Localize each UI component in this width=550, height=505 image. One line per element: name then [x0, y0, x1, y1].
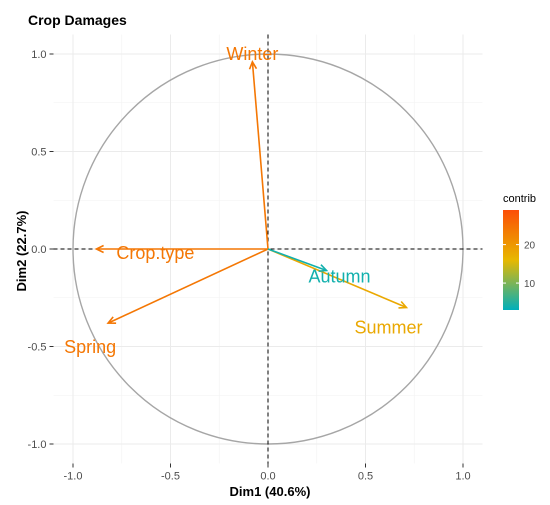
- x-tick-label: 1.0: [455, 471, 470, 483]
- y-tick-label: 0.0: [31, 244, 46, 256]
- contrib-legend: contrib 10 20: [503, 193, 536, 310]
- label-crop-type: Crop.type: [116, 243, 194, 263]
- variable-labels: Winter Crop.type Spring Summer Autumn: [64, 44, 422, 357]
- x-tick-label: -1.0: [64, 471, 83, 483]
- y-tick-label: 0.5: [31, 147, 46, 159]
- arrow-winter: [248, 59, 269, 250]
- legend-tick-label: 10: [524, 279, 536, 290]
- x-tick-label: -0.5: [161, 471, 180, 483]
- y-tick-label: 1.0: [31, 49, 46, 61]
- y-tick-label: -1.0: [28, 439, 47, 451]
- variable-arrows: [94, 59, 409, 325]
- y-axis-ticks: -1.0 -0.5 0.0 0.5 1.0: [28, 49, 54, 451]
- legend-title: contrib: [503, 193, 536, 205]
- legend-colorbar: [503, 210, 519, 310]
- x-tick-label: 0.0: [260, 471, 275, 483]
- arrow-spring: [106, 248, 269, 325]
- label-winter: Winter: [226, 44, 278, 64]
- chart-title: Crop Damages: [28, 12, 127, 28]
- x-axis-ticks: -1.0 -0.5 0.0 0.5 1.0: [64, 463, 471, 483]
- y-axis-title: Dim2 (22.7%): [14, 211, 29, 292]
- arrow-summer: [267, 248, 409, 309]
- label-summer: Summer: [354, 318, 422, 338]
- label-autumn: Autumn: [309, 266, 371, 286]
- label-spring: Spring: [64, 337, 116, 357]
- arrow-autumn: [267, 248, 329, 273]
- arrow-crop-type: [94, 244, 268, 254]
- y-tick-label: -0.5: [28, 342, 47, 354]
- x-axis-title: Dim1 (40.6%): [230, 484, 311, 499]
- legend-tick-label: 20: [524, 241, 536, 252]
- x-tick-label: 0.5: [358, 471, 373, 483]
